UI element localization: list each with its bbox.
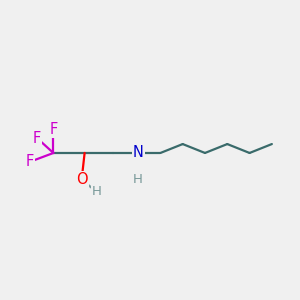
Text: H: H [92,185,101,198]
Text: O: O [76,172,88,187]
Text: N: N [133,146,143,160]
Text: H: H [133,173,143,186]
Text: F: F [33,130,41,146]
Text: F: F [49,122,58,137]
Text: F: F [26,154,34,169]
